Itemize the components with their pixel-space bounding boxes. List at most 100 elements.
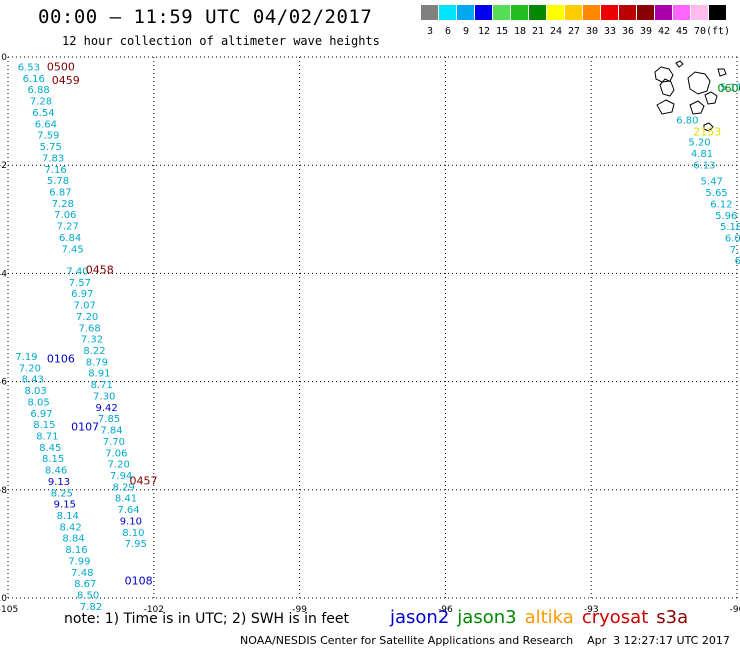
swh-value: 6.53 bbox=[18, 63, 40, 74]
legend-label: 6 bbox=[444, 26, 452, 37]
time-label: 0107 bbox=[71, 420, 99, 433]
satellite-jason3: jason3 bbox=[457, 607, 517, 628]
swh-value: 5.11 bbox=[720, 83, 740, 94]
time-label: 0459 bbox=[52, 74, 80, 87]
legend-label: 27 bbox=[567, 26, 581, 37]
swh-value: 9.13 bbox=[48, 477, 70, 488]
swh-value: 8.03 bbox=[25, 386, 47, 397]
swh-value: 5.20 bbox=[688, 138, 710, 149]
page-title: 00:00 — 11:59 UTC 04/02/2017 bbox=[38, 6, 373, 28]
legend-swatch bbox=[547, 5, 564, 20]
satellite-jason2: jason2 bbox=[390, 607, 450, 628]
swh-value: 7.85 bbox=[98, 414, 120, 425]
satellite-legend: jason2 jason3 altika cryosat s3a bbox=[390, 607, 696, 628]
swh-value: 7.30 bbox=[93, 391, 115, 402]
legend-label: 3 bbox=[426, 26, 434, 37]
swh-value: 8.45 bbox=[39, 443, 61, 454]
swh-value: 8.14 bbox=[57, 511, 79, 522]
x-tick-label: -99 bbox=[292, 605, 307, 615]
swh-value: 7.94 bbox=[110, 471, 132, 482]
swh-value: 8.05 bbox=[27, 397, 49, 408]
legend-swatch bbox=[529, 5, 546, 20]
satellite-s3a: s3a bbox=[656, 607, 689, 628]
legend-swatch bbox=[637, 5, 654, 20]
legend-label: 33 bbox=[603, 26, 617, 37]
y-tick-label: -2 bbox=[0, 161, 7, 171]
x-tick-label: -105 bbox=[0, 605, 18, 615]
legend-label: 70 bbox=[693, 26, 707, 37]
swh-value: 9.15 bbox=[54, 500, 76, 511]
satellite-cryosat: cryosat bbox=[581, 607, 649, 628]
swh-value: 6.64 bbox=[35, 119, 57, 130]
swh-value: 8.41 bbox=[115, 494, 137, 505]
swh-value: 7.20 bbox=[108, 460, 130, 471]
swh-value: 8.22 bbox=[83, 346, 105, 357]
time-label: 0457 bbox=[130, 474, 158, 487]
time-label: 0500 bbox=[47, 61, 75, 74]
legend-label: 9 bbox=[462, 26, 470, 37]
legend-swatch bbox=[475, 5, 492, 20]
swh-value: 8.10 bbox=[122, 528, 144, 539]
legend-swatch bbox=[439, 5, 456, 20]
island-outline bbox=[687, 71, 711, 95]
swh-value: 8.15 bbox=[33, 420, 55, 431]
swh-value: 6.97 bbox=[71, 289, 93, 300]
x-tick-label: -96 bbox=[438, 605, 453, 615]
swh-value: 6.80 bbox=[676, 116, 698, 127]
legend-swatch bbox=[691, 5, 708, 20]
island-outline bbox=[659, 78, 675, 97]
island-outline bbox=[654, 66, 674, 83]
swh-value: 7.32 bbox=[81, 335, 103, 346]
swh-value: 5.96 bbox=[715, 211, 737, 222]
swh-value: 5.78 bbox=[47, 176, 69, 187]
swh-value: 7.45 bbox=[61, 244, 83, 255]
swh-value: 8.71 bbox=[91, 380, 113, 391]
time-label: 0600 bbox=[718, 82, 740, 95]
y-tick-label: 0 bbox=[1, 53, 7, 63]
swh-value: 8.84 bbox=[62, 534, 84, 545]
swh-value: 5.18 bbox=[720, 222, 740, 233]
y-tick-label: -4 bbox=[0, 269, 7, 279]
swh-value: 6.88 bbox=[27, 85, 49, 96]
swh-value: 7.20 bbox=[19, 363, 41, 374]
time-label: 0458 bbox=[86, 263, 114, 276]
swh-value: 7.59 bbox=[37, 131, 59, 142]
island-outline bbox=[689, 100, 705, 115]
legend-label: 45 bbox=[675, 26, 689, 37]
swh-value: 7.57 bbox=[69, 278, 91, 289]
swh-value: 9.42 bbox=[95, 403, 117, 414]
x-tick-label: -93 bbox=[584, 605, 599, 615]
satellite-altika: altika bbox=[524, 607, 574, 628]
time-label: 0106 bbox=[47, 353, 75, 366]
legend-label: 39 bbox=[639, 26, 653, 37]
swh-value: 8.91 bbox=[88, 369, 110, 380]
swh-value: 7.82 bbox=[80, 602, 102, 613]
swh-value: 8.25 bbox=[51, 488, 73, 499]
swh-value: 6.54 bbox=[32, 108, 54, 119]
units-note: note: 1) Time is in UTC; 2) SWH is in fe… bbox=[64, 611, 350, 627]
swh-value: 6.09 bbox=[725, 233, 740, 244]
swh-value: 4.81 bbox=[691, 149, 713, 160]
swh-value: 7.27 bbox=[57, 222, 79, 233]
swh-value: 5.75 bbox=[40, 142, 62, 153]
swh-value: 6.87 bbox=[49, 187, 71, 198]
swh-value: 8.46 bbox=[45, 466, 67, 477]
legend-swatch bbox=[565, 5, 582, 20]
legend-swatch bbox=[493, 5, 510, 20]
swh-value: 7.68 bbox=[78, 323, 100, 334]
island-outline bbox=[717, 68, 727, 77]
legend-label: 36 bbox=[621, 26, 635, 37]
swh-value: 5.65 bbox=[705, 188, 727, 199]
swh-value: 7.20 bbox=[76, 312, 98, 323]
x-tick-label: -102 bbox=[144, 605, 164, 615]
island-outline bbox=[656, 99, 675, 115]
legend-swatch bbox=[655, 5, 672, 20]
swh-value: 7.07 bbox=[74, 301, 96, 312]
swh-value: 7.28 bbox=[52, 199, 74, 210]
legend-swatch bbox=[619, 5, 636, 20]
swh-value: 8.71 bbox=[36, 431, 58, 442]
page-subtitle: 12 hour collection of altimeter wave hei… bbox=[62, 34, 380, 48]
swh-value: 7.64 bbox=[117, 505, 139, 516]
swh-value: 7.83 bbox=[42, 153, 64, 164]
